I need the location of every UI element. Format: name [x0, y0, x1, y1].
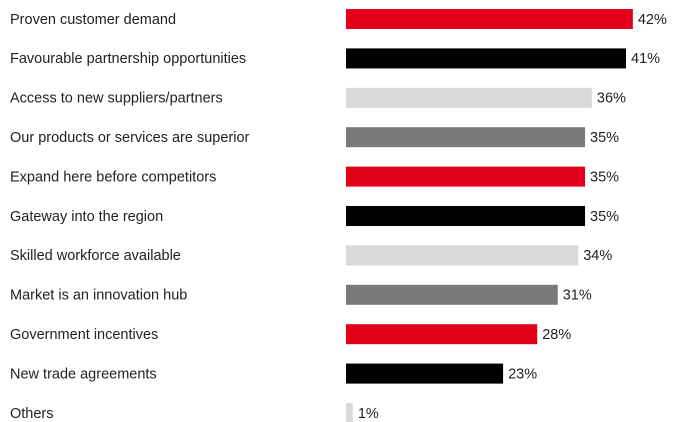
bar — [346, 48, 627, 69]
bar — [346, 363, 504, 384]
category-label: Favourable partnership opportunities — [10, 51, 246, 67]
value-label: 35% — [590, 130, 619, 146]
category-label: Gateway into the region — [10, 209, 163, 225]
category-label: Access to new suppliers/partners — [10, 91, 223, 107]
value-label: 42% — [638, 12, 667, 28]
category-label: Proven customer demand — [10, 12, 176, 28]
bar — [346, 166, 586, 187]
category-label: Skilled workforce available — [10, 248, 181, 264]
value-label: 28% — [542, 327, 571, 343]
value-label: 35% — [590, 209, 619, 225]
bar — [346, 284, 558, 305]
value-label: 36% — [597, 91, 626, 107]
bar — [346, 403, 353, 422]
category-label: Others — [10, 406, 54, 422]
bar — [346, 127, 586, 148]
value-label: 35% — [590, 169, 619, 185]
category-label: Government incentives — [10, 327, 158, 343]
value-label: 34% — [583, 248, 612, 264]
bar — [346, 245, 579, 266]
category-label: New trade agreements — [10, 366, 157, 382]
value-label: 31% — [563, 288, 592, 304]
category-label: Our products or services are superior — [10, 130, 250, 146]
bar — [346, 324, 538, 345]
value-label: 41% — [631, 51, 660, 67]
value-label: 1% — [358, 406, 379, 422]
bar — [346, 9, 633, 29]
category-label: Expand here before competitors — [10, 169, 216, 185]
category-label: Market is an innovation hub — [10, 288, 187, 304]
bar — [346, 206, 586, 226]
bar — [346, 87, 592, 108]
value-label: 23% — [508, 366, 537, 382]
